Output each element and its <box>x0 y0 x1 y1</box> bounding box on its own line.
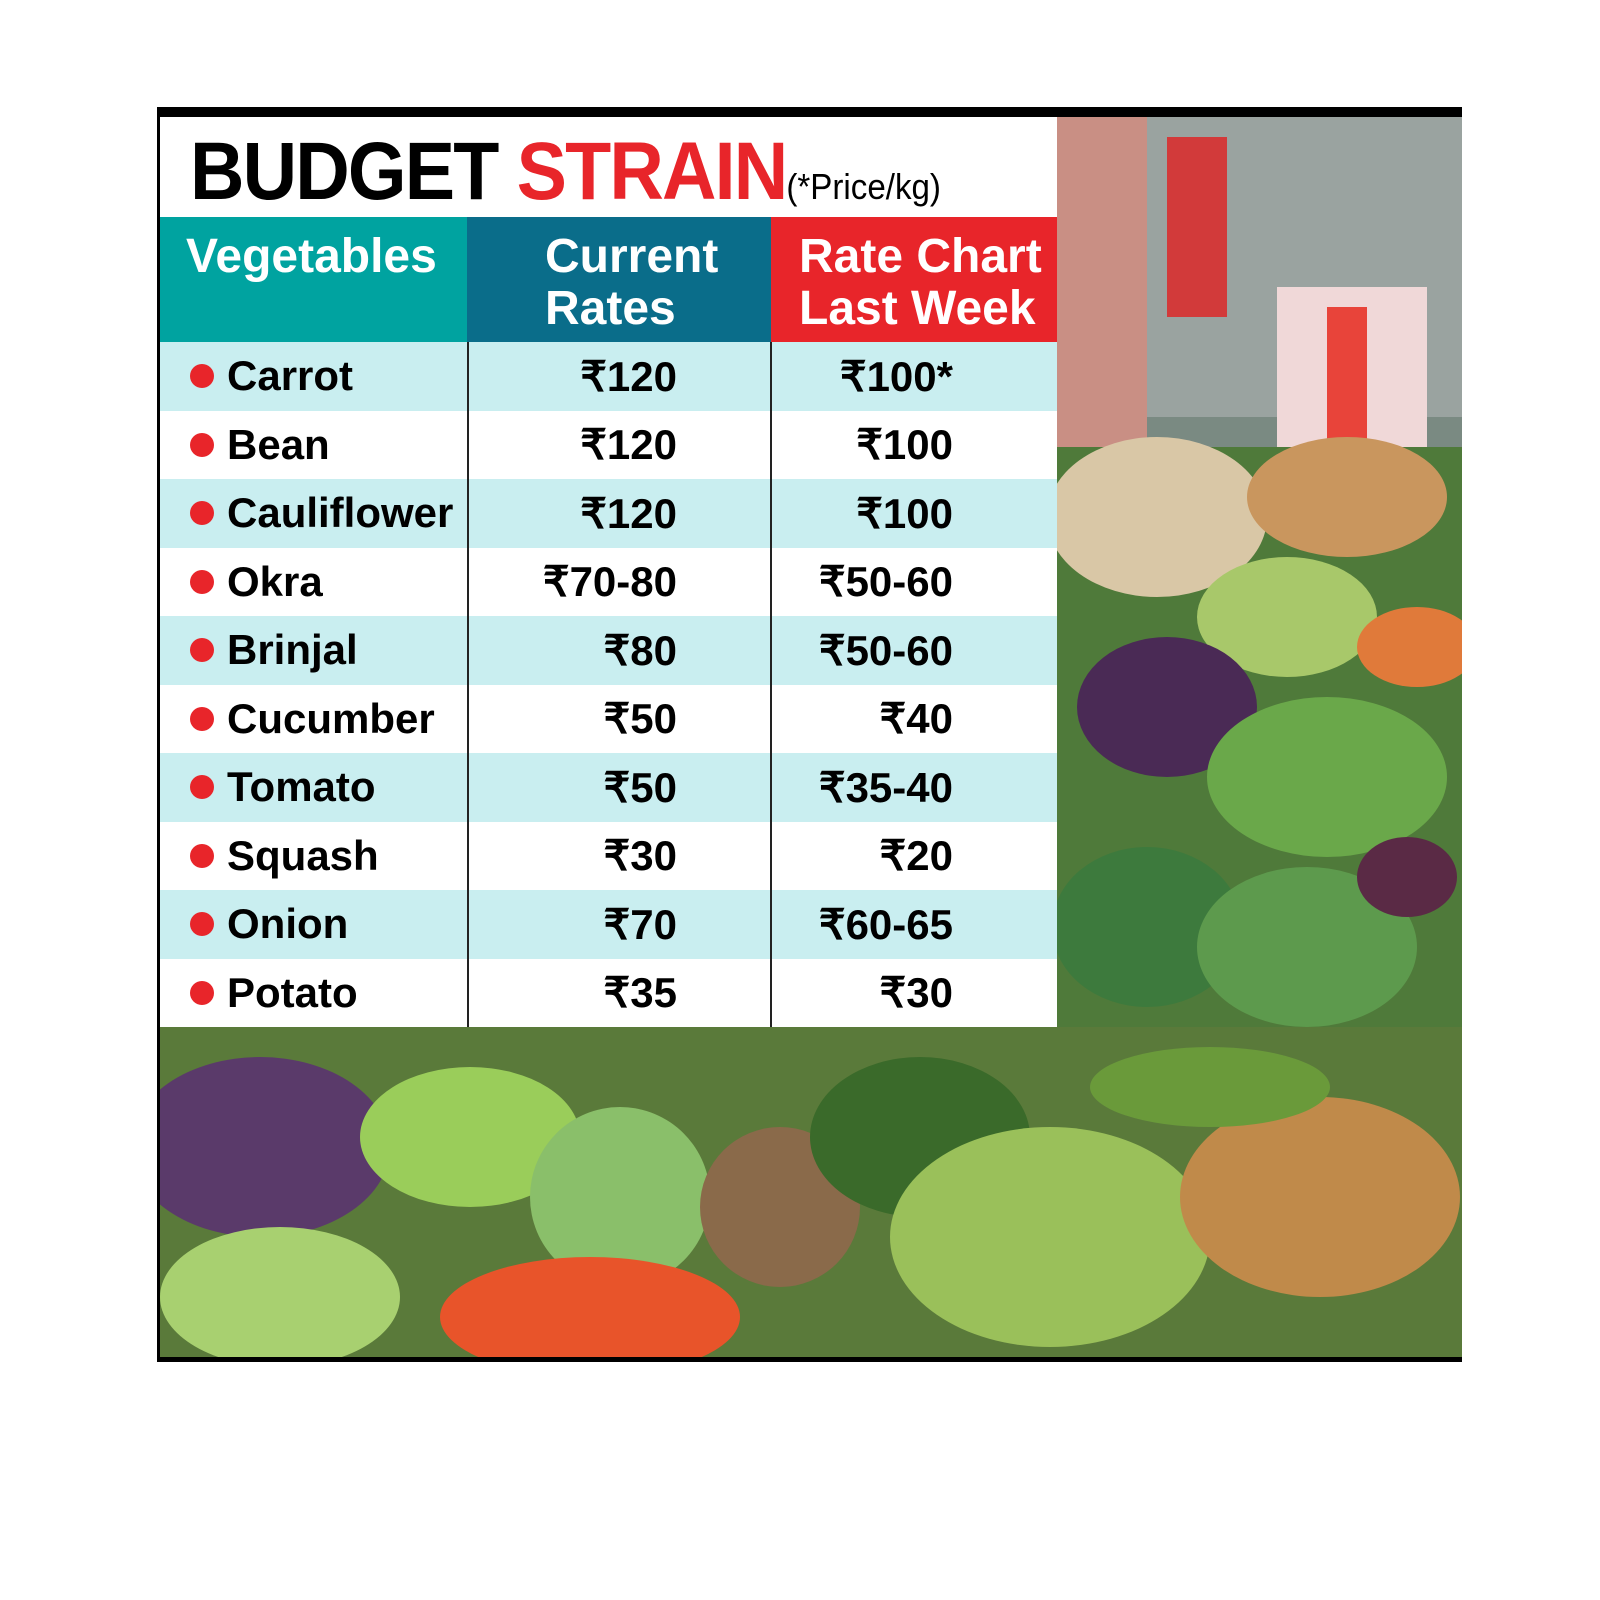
vegetable-name: Brinjal <box>227 626 358 674</box>
table-row: Brinjal ₹80 ₹50-60 <box>160 616 1057 685</box>
last-week-rate: ₹50-60 <box>818 558 953 606</box>
last-week-rate: ₹60-65 <box>818 900 953 948</box>
market-photo <box>1057 117 1462 1027</box>
current-rate: ₹50 <box>603 763 677 811</box>
table-row: Tomato ₹50 ₹35-40 <box>160 753 1057 822</box>
table-row: Bean ₹120 ₹100 <box>160 410 1057 479</box>
last-week-rate: ₹100 <box>856 421 953 469</box>
current-rate: ₹120 <box>580 489 677 537</box>
current-rate: ₹80 <box>603 626 677 674</box>
price-table: BUDGET STRAIN(*Price/kg) Vegetables Curr… <box>160 117 1057 1027</box>
last-week-rate: ₹100* <box>839 352 953 400</box>
table-row: Potato ₹35 ₹30 <box>160 958 1057 1027</box>
vegetable-name: Okra <box>227 557 323 605</box>
last-week-rate: ₹30 <box>879 969 953 1017</box>
column-header: Current Rates <box>467 217 771 342</box>
current-rate: ₹120 <box>580 421 677 469</box>
column-header: Vegetables <box>160 217 467 342</box>
title-black: BUDGET <box>190 126 499 217</box>
last-week-rate: ₹50-60 <box>818 626 953 674</box>
vegetable-name: Squash <box>227 831 379 879</box>
vegetable-name: Bean <box>227 420 330 468</box>
vegetable-name: Carrot <box>227 352 354 400</box>
bullet <box>190 364 214 389</box>
table-row: Cucumber ₹50 ₹40 <box>160 684 1057 753</box>
current-rate: ₹70 <box>603 900 677 948</box>
table-row: Onion ₹70 ₹60-65 <box>160 890 1057 959</box>
last-week-rate: ₹20 <box>879 832 953 880</box>
market-photo <box>160 1027 1462 1357</box>
bullet <box>190 569 214 594</box>
table-row: Cauliflower ₹120 ₹100 <box>160 479 1057 548</box>
vegetable-name: Cauliflower <box>227 489 454 537</box>
current-rate: ₹70-80 <box>542 558 677 606</box>
current-rate: ₹50 <box>603 695 677 743</box>
table-row: Carrot ₹120 ₹100* <box>160 342 1057 411</box>
table-row: Okra ₹70-80 ₹50-60 <box>160 547 1057 616</box>
last-week-rate: ₹35-40 <box>818 763 953 811</box>
table-row: Squash ₹30 ₹20 <box>160 821 1057 890</box>
title-red: STRAIN <box>516 126 789 217</box>
vegetable-name: Cucumber <box>227 694 435 742</box>
vegetable-name: Tomato <box>227 763 376 811</box>
bullet <box>190 912 214 937</box>
bullet <box>190 980 214 1005</box>
vegetable-name: Onion <box>227 900 349 948</box>
current-rate: ₹30 <box>603 832 677 880</box>
current-rate: ₹120 <box>580 352 677 400</box>
current-rate: ₹35 <box>603 969 677 1017</box>
bullet <box>190 432 214 457</box>
bullet <box>190 843 214 868</box>
price-note: (*Price/kg) <box>786 166 941 207</box>
last-week-rate: ₹40 <box>879 695 953 743</box>
divider <box>467 342 469 1027</box>
last-week-rate: ₹100 <box>856 489 953 537</box>
bullet <box>190 706 214 731</box>
vegetable-name: Potato <box>227 968 358 1016</box>
column-header: Rate Chart Last Week <box>771 217 1057 342</box>
bullet <box>190 501 214 526</box>
bullet <box>190 638 214 663</box>
divider <box>770 342 772 1027</box>
bullet <box>190 775 214 800</box>
title: BUDGET STRAIN(*Price/kg) <box>190 125 941 219</box>
